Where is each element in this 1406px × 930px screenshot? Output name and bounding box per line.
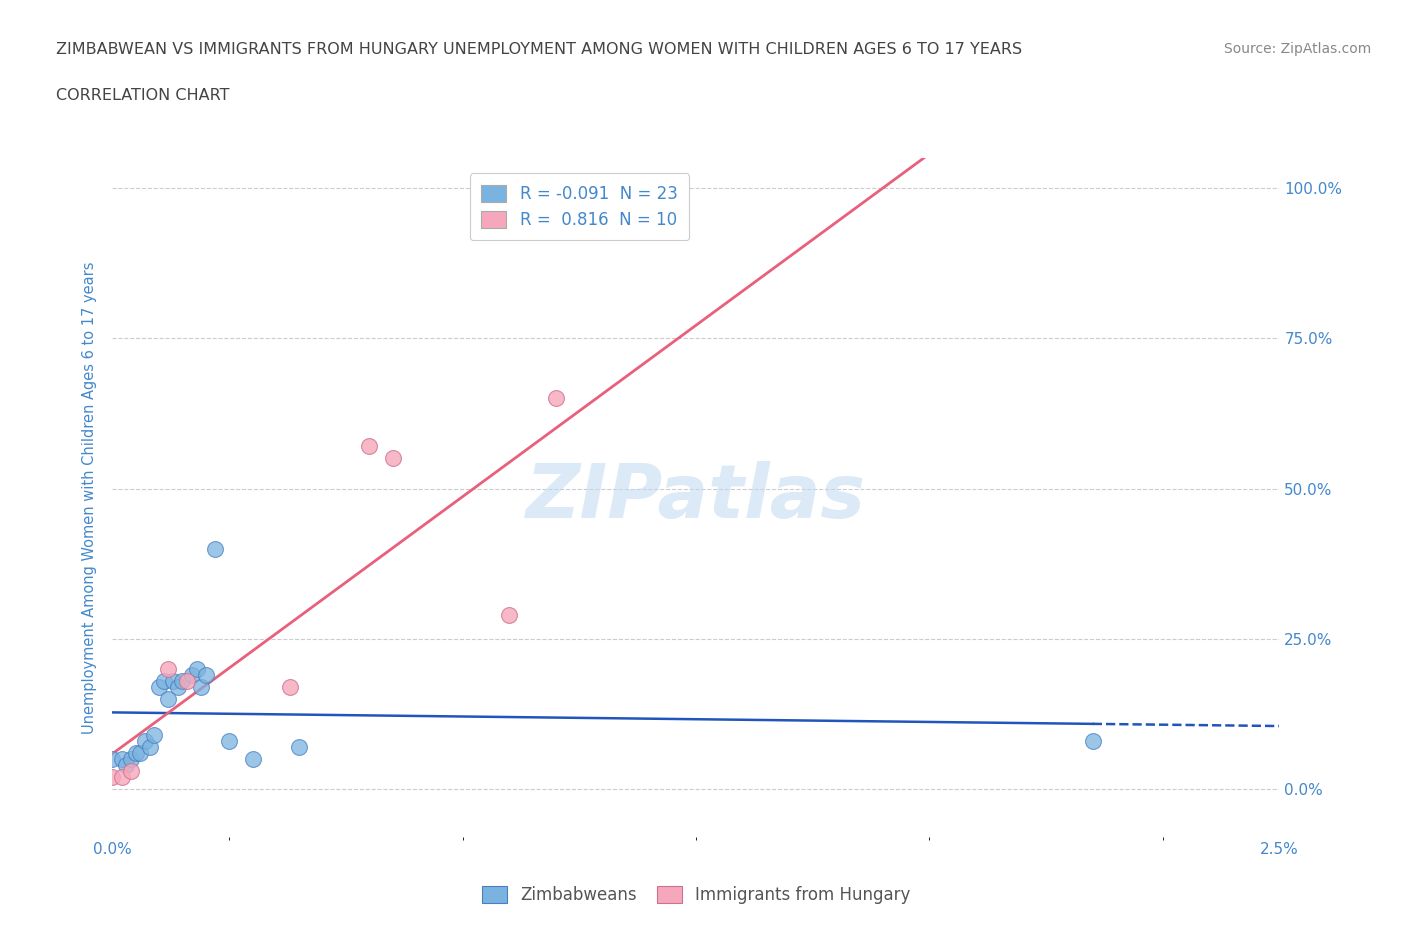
Point (125, 746, 148, 761)
Point (129, 746, 152, 761)
Point (278, 679, 301, 694)
Point (157, 691, 180, 706)
Point (180, 668, 202, 683)
Text: ZIPatlas: ZIPatlas (526, 461, 866, 534)
Y-axis label: Unemployment Among Women with Children Ages 6 to 17 years: Unemployment Among Women with Children A… (82, 261, 97, 734)
Point (120, 751, 142, 766)
Point (186, 661, 208, 676)
Point (120, 764, 142, 778)
Point (544, 391, 567, 405)
Text: Source: ZipAtlas.com: Source: ZipAtlas.com (1223, 42, 1371, 56)
Point (134, 734, 156, 749)
Legend: Zimbabweans, Immigrants from Hungary: Zimbabweans, Immigrants from Hungary (474, 878, 918, 912)
Point (194, 668, 217, 683)
Point (111, 751, 134, 766)
Point (359, 439, 381, 454)
Point (242, 751, 264, 766)
Point (143, 727, 166, 742)
Point (498, 607, 520, 622)
Point (381, 451, 404, 466)
Point (190, 679, 212, 694)
Point (111, 769, 134, 784)
Point (176, 673, 198, 688)
Point (166, 679, 188, 694)
Point (153, 673, 176, 688)
Text: CORRELATION CHART: CORRELATION CHART (56, 88, 229, 103)
Legend: R = -0.091  N = 23, R =  0.816  N = 10: R = -0.091 N = 23, R = 0.816 N = 10 (470, 173, 689, 240)
Point (148, 679, 170, 694)
Text: ZIMBABWEAN VS IMMIGRANTS FROM HUNGARY UNEMPLOYMENT AMONG WOMEN WITH CHILDREN AGE: ZIMBABWEAN VS IMMIGRANTS FROM HUNGARY UN… (56, 42, 1022, 57)
Point (162, 673, 184, 688)
Point (139, 739, 162, 754)
Point (204, 541, 226, 556)
Point (1081, 734, 1104, 749)
Point (288, 739, 311, 754)
Point (101, 769, 124, 784)
Point (218, 734, 240, 749)
Point (115, 757, 138, 772)
Point (172, 673, 194, 688)
Point (157, 661, 180, 676)
Point (101, 751, 124, 766)
